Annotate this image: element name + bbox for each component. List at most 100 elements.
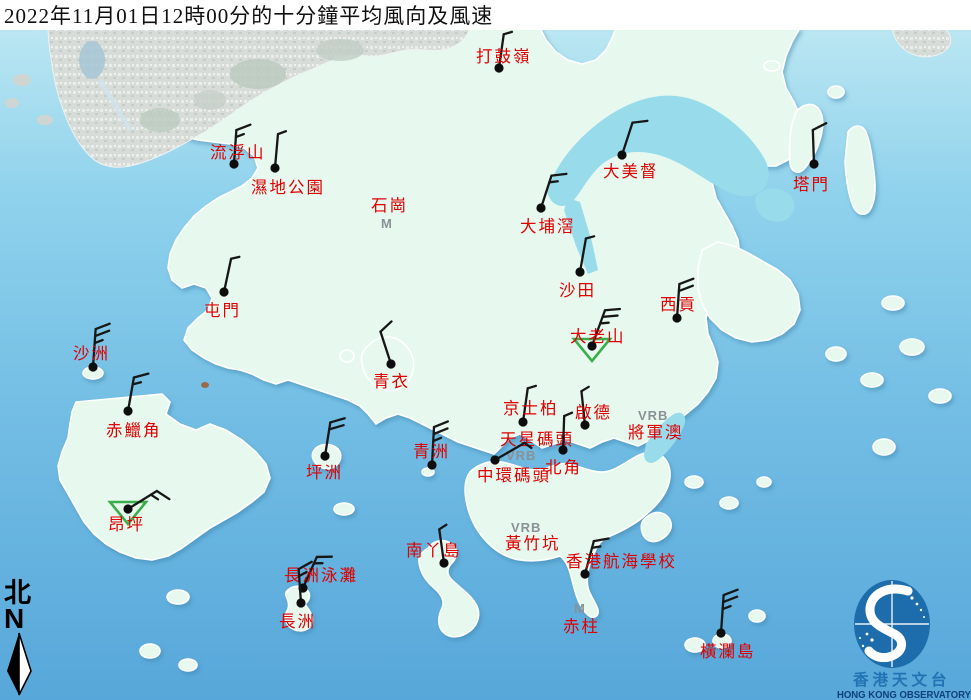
station-label: 赤柱 [563, 617, 600, 636]
station-label: 沙洲 [73, 344, 110, 363]
wind-barb-icon [301, 555, 333, 590]
hko-logo-icon: 香港天文台 HONG KONG OBSERVATORY [837, 580, 971, 700]
station-kings-park: 京士柏 [503, 384, 559, 427]
station-label: 啟德 [575, 403, 612, 422]
wind-barb-icon [578, 235, 596, 274]
station-dot [219, 287, 229, 297]
station-label: 流浮山 [210, 143, 266, 162]
station-dot [587, 341, 597, 351]
station-marker: VRB [638, 408, 668, 423]
station-lamma-island: 南丫島 [406, 523, 460, 568]
station-chek-lap-kok: 赤鱲角 [106, 372, 162, 440]
shenzhen-urban [5, 27, 952, 388]
wind-barb-icon [561, 411, 574, 452]
wind-barb-icon [675, 277, 695, 320]
land-cheung-chau [284, 585, 314, 632]
station-hk-sea-school: 香港航海學校 [566, 537, 677, 579]
station-label: 赤鱲角 [106, 421, 162, 440]
station-cheung-chau-beach: 長洲泳灘 [284, 555, 358, 593]
wind-barb-icon [222, 255, 241, 294]
inner-waters [547, 95, 795, 463]
hko-logo-cn-text: 香港天文台 [853, 670, 951, 689]
station-label: 京士柏 [503, 399, 559, 418]
station-label: 沙田 [559, 281, 596, 300]
land-hk-island [464, 451, 671, 618]
wind-barb-icon [297, 560, 313, 605]
station-sha-tin: 沙田 [559, 235, 596, 300]
station-label: 大老山 [570, 327, 626, 346]
station-label: 長洲 [279, 612, 316, 631]
station-peng-chau: 坪洲 [306, 417, 346, 482]
station-label: 大美督 [603, 162, 659, 181]
station-marker: M [574, 601, 586, 616]
station-label: 天星碼頭 [500, 430, 574, 449]
station-marker: VRB [511, 520, 541, 535]
station-dot [386, 359, 396, 369]
station-kai-tak: 啟德 [575, 385, 612, 430]
wind-barb-icon [539, 172, 568, 210]
station-green-island: 青洲 [413, 420, 450, 470]
station-dot [439, 558, 449, 568]
station-label: 西貢 [660, 295, 697, 314]
wind-barb-icon [273, 130, 288, 170]
hko-logo: 香港天文台 HONG KONG OBSERVATORY [836, 578, 971, 700]
tolo-channel [755, 188, 795, 222]
station-dot [580, 420, 590, 430]
station-label: 大埔滘 [520, 217, 576, 236]
gust-triangle-icon [571, 337, 613, 364]
wind-barb-icon [126, 372, 150, 413]
compass-n-label: N [4, 603, 25, 634]
station-dot [270, 163, 280, 173]
station-label: 塔門 [793, 175, 830, 194]
station-label: 屯門 [204, 301, 241, 320]
station-dot [427, 460, 437, 470]
land-east-peninsula [844, 125, 876, 215]
station-dot [809, 159, 819, 169]
station-label: 香港航海學校 [566, 552, 677, 571]
station-dot [617, 150, 627, 160]
wind-barb-icon [430, 420, 450, 467]
station-dot [575, 267, 585, 277]
compass-hanzi-label: 北 [4, 578, 31, 608]
station-dot [518, 417, 528, 427]
station-central-pier: 中環碼頭 [477, 441, 551, 485]
wind-barb-icon [91, 322, 111, 369]
station-dot [296, 598, 306, 608]
wind-barb-icon [580, 385, 590, 427]
station-cheung-chau: 長洲 [279, 560, 316, 631]
map-title: 2022年11月01日12時00分的十分鐘平均風向及風速 [4, 4, 494, 28]
tolo-harbour [547, 95, 769, 207]
station-label: 將軍澳 [628, 423, 684, 442]
station-dot [558, 445, 568, 455]
station-label: 長洲泳灘 [284, 566, 358, 585]
wind-barb-icon [493, 441, 533, 462]
junk-bay [644, 412, 686, 463]
station-label: 坪洲 [306, 463, 343, 482]
station-dot [580, 569, 590, 579]
station-label: 昂坪 [108, 515, 145, 534]
wind-barb-icon [590, 307, 622, 348]
land-lamma [418, 539, 480, 638]
station-shek-kong: 石崗M [371, 196, 406, 231]
station-dot [123, 504, 133, 514]
wind-barb-icon [438, 523, 448, 565]
station-marker: VRB [506, 448, 536, 463]
station-tuen-mun: 屯門 [204, 255, 241, 320]
station-label: 青洲 [413, 442, 450, 461]
station-wetland-park: 濕地公園 [251, 130, 323, 197]
station-tap-mun: 塔門 [793, 122, 830, 194]
station-sai-kung: 西貢 [660, 277, 697, 323]
station-marker: M [381, 216, 393, 231]
station-dot [536, 203, 546, 213]
wind-barb-icon [126, 489, 171, 511]
station-sha-chau: 沙洲 [73, 322, 111, 372]
wind-barb-icon [497, 30, 514, 70]
station-label: 中環碼頭 [477, 466, 551, 485]
wind-barb-icon [719, 588, 739, 635]
station-dot [490, 455, 500, 465]
shing-mun-river [564, 198, 598, 274]
